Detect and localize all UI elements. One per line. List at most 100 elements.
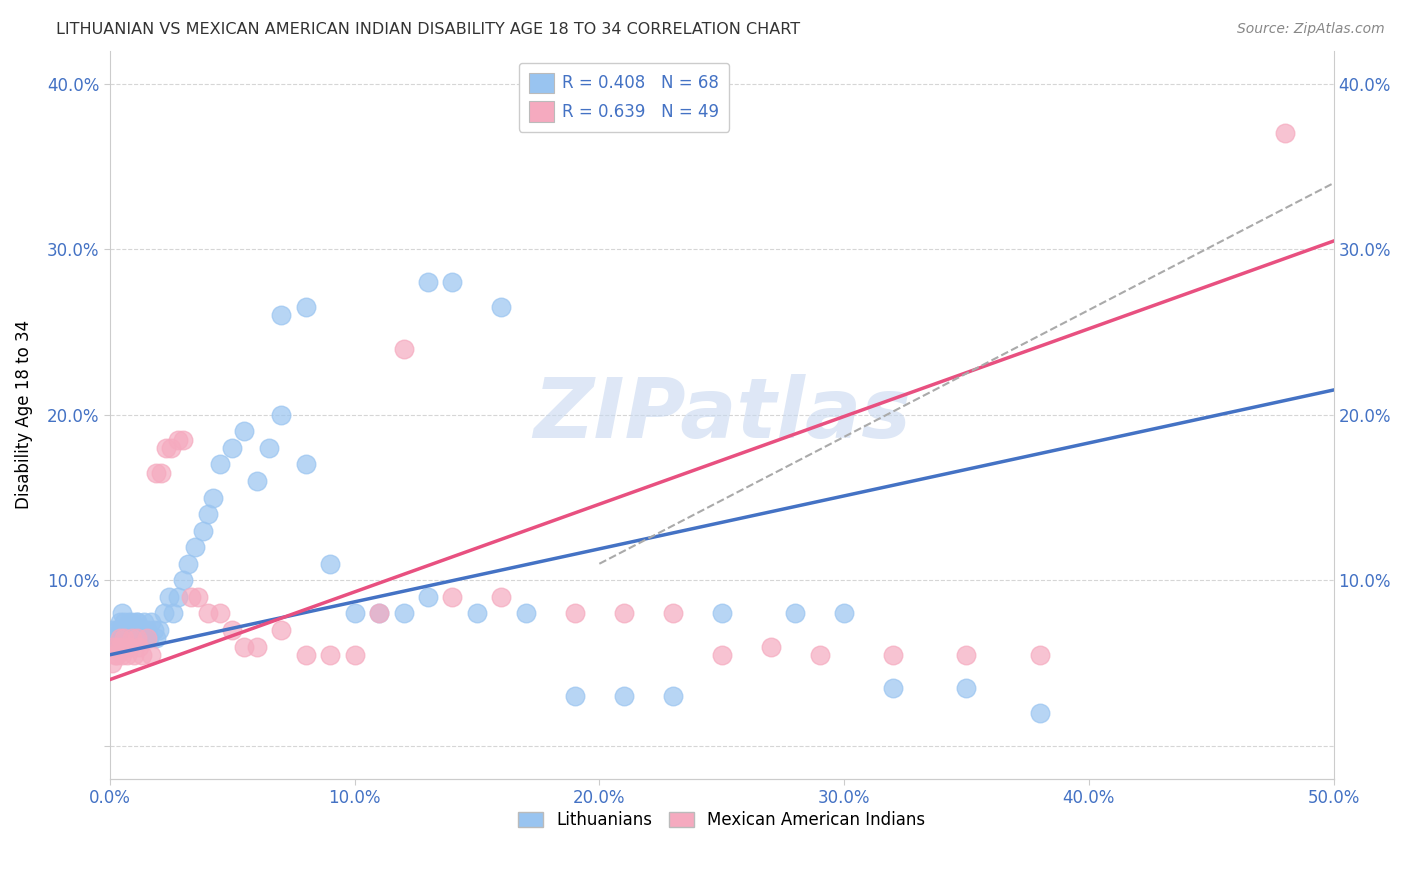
Point xyxy=(515,607,537,621)
Point xyxy=(115,623,138,637)
Point xyxy=(221,623,243,637)
Text: LITHUANIAN VS MEXICAN AMERICAN INDIAN DISABILITY AGE 18 TO 34 CORRELATION CHART: LITHUANIAN VS MEXICAN AMERICAN INDIAN DI… xyxy=(56,22,800,37)
Point xyxy=(882,681,904,695)
Point xyxy=(1274,127,1296,141)
Point xyxy=(441,276,464,290)
Point xyxy=(105,640,128,654)
Point xyxy=(785,607,807,621)
Point xyxy=(491,300,513,314)
Point xyxy=(131,623,153,637)
Point xyxy=(132,615,155,629)
Point xyxy=(343,607,366,621)
Point xyxy=(177,557,200,571)
Point xyxy=(131,648,153,662)
Point xyxy=(368,607,391,621)
Point xyxy=(491,590,513,604)
Point xyxy=(233,425,256,439)
Point xyxy=(121,615,143,629)
Point xyxy=(221,441,243,455)
Point xyxy=(368,607,391,621)
Point xyxy=(105,632,128,646)
Point xyxy=(128,640,150,654)
Point xyxy=(141,648,163,662)
Point xyxy=(187,590,209,604)
Point xyxy=(441,590,464,604)
Point xyxy=(416,276,439,290)
Point xyxy=(135,623,157,637)
Point xyxy=(257,441,280,455)
Point xyxy=(759,640,782,654)
Point xyxy=(128,632,150,646)
Point xyxy=(138,632,160,646)
Point xyxy=(108,632,131,646)
Point xyxy=(167,590,190,604)
Text: Source: ZipAtlas.com: Source: ZipAtlas.com xyxy=(1237,22,1385,37)
Point xyxy=(101,656,124,670)
Point xyxy=(416,590,439,604)
Point xyxy=(135,632,157,646)
Point xyxy=(661,607,683,621)
Point xyxy=(832,607,855,621)
Point xyxy=(955,648,977,662)
Point xyxy=(125,632,148,646)
Point xyxy=(955,681,977,695)
Point xyxy=(246,640,269,654)
Point xyxy=(115,648,138,662)
Point xyxy=(152,607,174,621)
Point xyxy=(155,441,177,455)
Point xyxy=(114,632,136,646)
Point xyxy=(101,640,124,654)
Point xyxy=(246,474,269,488)
Point xyxy=(160,441,183,455)
Point xyxy=(111,632,134,646)
Point xyxy=(233,640,256,654)
Point xyxy=(125,615,148,629)
Point xyxy=(105,623,128,637)
Point xyxy=(319,648,342,662)
Point xyxy=(201,491,224,505)
Point xyxy=(197,607,219,621)
Point xyxy=(319,557,342,571)
Point xyxy=(270,623,292,637)
Point xyxy=(121,623,143,637)
Point xyxy=(270,309,292,323)
Point xyxy=(150,466,173,480)
Point xyxy=(343,648,366,662)
Point xyxy=(145,466,167,480)
Point xyxy=(1029,648,1052,662)
Point xyxy=(172,433,194,447)
Point xyxy=(613,689,636,703)
Point xyxy=(294,300,316,314)
Point xyxy=(661,689,683,703)
Point xyxy=(118,640,141,654)
Point xyxy=(208,607,231,621)
Point xyxy=(294,648,316,662)
Point xyxy=(882,648,904,662)
Point xyxy=(167,433,190,447)
Point xyxy=(208,458,231,472)
Point xyxy=(125,615,148,629)
Point xyxy=(124,623,146,637)
Point xyxy=(104,648,127,662)
Y-axis label: Disability Age 18 to 34: Disability Age 18 to 34 xyxy=(15,320,32,509)
Point xyxy=(162,607,184,621)
Point xyxy=(118,632,141,646)
Point xyxy=(197,507,219,521)
Point xyxy=(145,632,167,646)
Point xyxy=(108,623,131,637)
Point xyxy=(564,607,586,621)
Point xyxy=(105,648,128,662)
Point xyxy=(191,524,214,538)
Point xyxy=(613,607,636,621)
Point xyxy=(392,342,415,356)
Point xyxy=(172,574,194,588)
Point xyxy=(1029,706,1052,720)
Point xyxy=(142,623,165,637)
Point xyxy=(564,689,586,703)
Point xyxy=(124,632,146,646)
Point xyxy=(124,648,146,662)
Point xyxy=(101,640,124,654)
Point xyxy=(111,607,134,621)
Point xyxy=(710,648,733,662)
Point xyxy=(114,623,136,637)
